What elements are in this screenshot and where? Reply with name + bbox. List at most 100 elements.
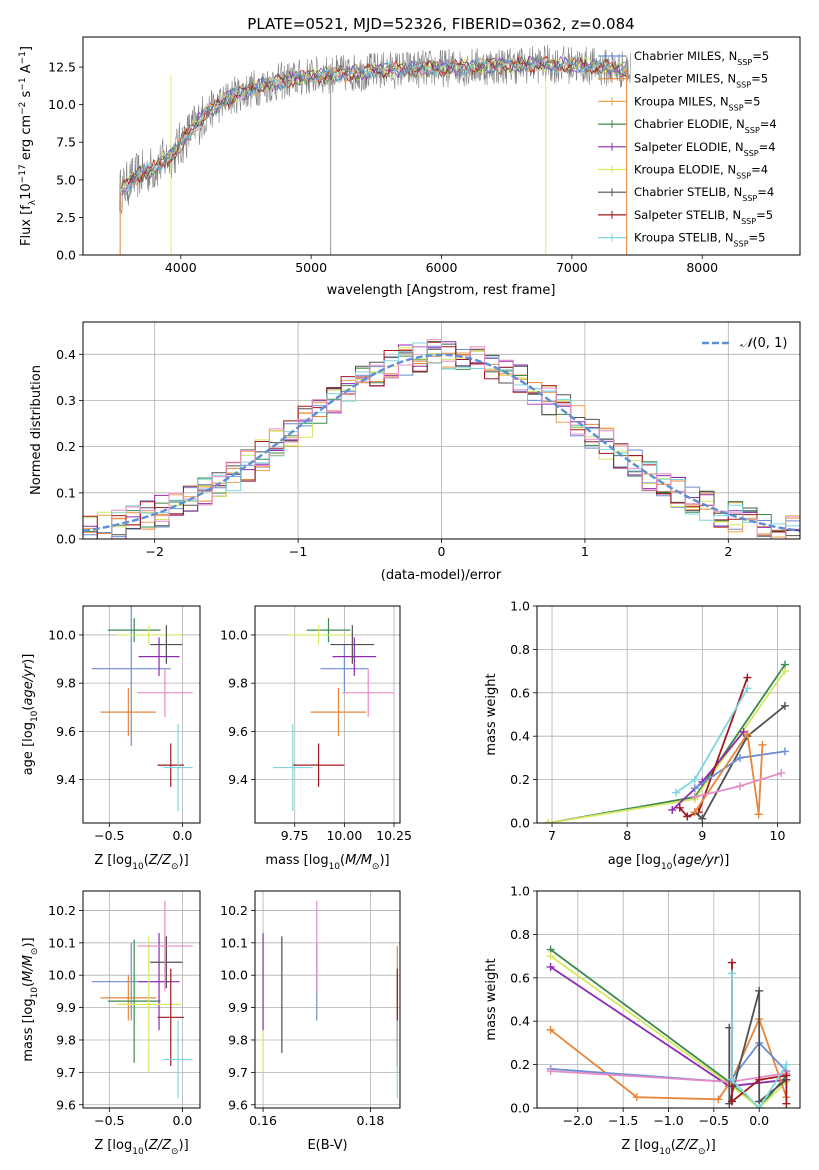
y-tick-label: 2.5 bbox=[56, 210, 76, 225]
plot-area-1 bbox=[119, 44, 631, 255]
error-point bbox=[310, 687, 367, 737]
x-axis-label: mass [log10(M/M⊙)] bbox=[265, 853, 389, 872]
model-spectrum bbox=[120, 55, 627, 194]
error-point bbox=[332, 637, 377, 676]
plot-area-6 bbox=[91, 900, 193, 1099]
error-point bbox=[320, 644, 369, 693]
error-point bbox=[138, 933, 180, 1031]
legend-label: 𝒩(0, 1) bbox=[740, 336, 787, 351]
weight-marker bbox=[683, 812, 692, 821]
y-tick-label: 10.0 bbox=[220, 627, 248, 642]
weight-marker bbox=[755, 986, 764, 995]
error-point bbox=[272, 724, 313, 811]
weight-marker bbox=[632, 1093, 641, 1102]
weight-marker bbox=[735, 753, 744, 762]
x-tick-label: −0.5 bbox=[699, 1113, 729, 1128]
axes-frame bbox=[82, 321, 801, 540]
weight-marker bbox=[690, 784, 699, 793]
y-tick-label: 10.0 bbox=[48, 627, 76, 642]
weight-marker bbox=[672, 788, 681, 797]
weight-series bbox=[668, 727, 748, 814]
y-tick-label: 0.4 bbox=[56, 347, 76, 362]
weight-marker bbox=[743, 684, 752, 693]
y-tick-label: 9.8 bbox=[228, 676, 248, 691]
x-tick-label: −0.5 bbox=[94, 828, 124, 843]
weight-marker bbox=[743, 673, 752, 682]
x-tick-label: −0.5 bbox=[94, 1113, 124, 1128]
grid-4 bbox=[255, 606, 400, 823]
x-axis-label: Z [log10(Z/Z⊙)] bbox=[94, 853, 188, 872]
weight-series bbox=[672, 684, 752, 797]
y-tick-label: 10.2 bbox=[220, 903, 248, 918]
y-axis-label: Flux [fλ10−17 erg cm−2 s−1 A−1] bbox=[18, 46, 38, 246]
panel-6: −0.5 0.0 9.6 9.7 9.8 9.9 10.0 10.1 10.2 Z [log10(… bbox=[21, 890, 201, 1157]
weight-marker bbox=[755, 1075, 764, 1084]
y-tick-label: 9.8 bbox=[56, 1032, 76, 1047]
weight-marker bbox=[546, 1067, 555, 1076]
y-tick-label: 12.5 bbox=[48, 60, 76, 75]
plot-area-4 bbox=[272, 618, 395, 811]
y-tick-label: 9.6 bbox=[56, 1097, 76, 1112]
y-tick-label: 0.3 bbox=[56, 393, 76, 408]
x-tick-label: 2 bbox=[724, 544, 732, 559]
weight-marker bbox=[782, 1060, 791, 1069]
weight-line bbox=[550, 1016, 788, 1101]
legend-label: Salpeter STELIB, NSSP=5 bbox=[634, 208, 773, 226]
y-tick-label: 9.6 bbox=[228, 1097, 248, 1112]
error-point bbox=[107, 939, 161, 1063]
x-tick-label: −1.5 bbox=[608, 1113, 638, 1128]
x-tick-label: 4000 bbox=[165, 260, 197, 275]
error-point bbox=[100, 975, 157, 1021]
plot-area-3 bbox=[91, 606, 193, 811]
axes-frame bbox=[82, 890, 201, 1109]
y-tick-label: 0.4 bbox=[510, 1014, 530, 1029]
y-tick-label: 10.1 bbox=[48, 935, 76, 950]
y-tick-label: 9.4 bbox=[228, 772, 248, 787]
error-point bbox=[91, 606, 171, 746]
x-tick-label: 6000 bbox=[426, 260, 458, 275]
x-tick-label: −1 bbox=[289, 544, 307, 559]
legend-label: Chabrier STELIB, NSSP=4 bbox=[634, 185, 774, 203]
y-tick-label: 10.0 bbox=[48, 968, 76, 983]
x-tick-label: 5000 bbox=[295, 260, 327, 275]
legend-label: Salpeter ELODIE, NSSP=4 bbox=[634, 140, 776, 158]
x-axis-label: wavelength [Angstrom, rest frame] bbox=[327, 283, 556, 298]
x-axis-label: age [log10(age/yr)] bbox=[608, 853, 730, 872]
y-tick-label: 9.4 bbox=[56, 772, 76, 787]
error-point bbox=[150, 625, 183, 664]
x-tick-label: 0.0 bbox=[173, 828, 193, 843]
weight-marker bbox=[698, 814, 707, 823]
error-point bbox=[330, 625, 375, 664]
axes-frame bbox=[82, 605, 201, 824]
y-tick-label: 0.8 bbox=[510, 927, 530, 942]
x-tick-label: −2 bbox=[145, 544, 163, 559]
y-axis-label: mass [log10(M/M⊙)] bbox=[21, 937, 40, 1061]
legend-label: Chabrier ELODIE, NSSP=4 bbox=[634, 117, 777, 135]
y-tick-label: 0.6 bbox=[510, 685, 530, 700]
panel-2: −2 −1 0 1 2 0.0 0.1 0.2 0.3 0.4 𝒩(0, 1) (data-model… bbox=[29, 321, 801, 583]
y-tick-label: 0.0 bbox=[510, 1101, 530, 1116]
x-axis-label: Z [log10(Z/Z⊙)] bbox=[621, 1138, 715, 1157]
error-point bbox=[116, 625, 181, 645]
y-tick-label: 10.0 bbox=[220, 968, 248, 983]
y-tick-label: 0.2 bbox=[510, 772, 530, 787]
weight-marker bbox=[675, 803, 684, 812]
y-tick-label: 1.0 bbox=[510, 884, 530, 899]
error-point bbox=[107, 618, 161, 643]
error-point bbox=[137, 900, 193, 992]
legend-label: Kroupa STELIB, NSSP=5 bbox=[634, 231, 765, 249]
y-tick-label: 9.6 bbox=[228, 724, 248, 739]
figure-title: PLATE=0521, MJD=52326, FIBERID=0362, z=0… bbox=[247, 15, 634, 33]
y-tick-label: 0.1 bbox=[56, 485, 76, 500]
weight-series bbox=[544, 667, 789, 823]
legend-label: Kroupa MILES, NSSP=5 bbox=[634, 94, 760, 112]
panel-7: 0.16 0.18 9.6 9.7 9.8 9.9 10.0 10.1 10.2 E(B-V) bbox=[220, 890, 401, 1153]
panel-1: 4000 5000 6000 7000 8000 0.0 2.5 5.0 7.5 10.0 12.5… bbox=[18, 36, 801, 298]
y-tick-label: 0.0 bbox=[56, 248, 76, 263]
y-tick-label: 10.1 bbox=[220, 935, 248, 950]
grid-3 bbox=[83, 606, 200, 823]
y-tick-label: 0.2 bbox=[510, 1057, 530, 1072]
weight-marker bbox=[546, 1025, 555, 1034]
x-tick-label: 0 bbox=[438, 544, 446, 559]
weight-line bbox=[550, 1041, 788, 1083]
